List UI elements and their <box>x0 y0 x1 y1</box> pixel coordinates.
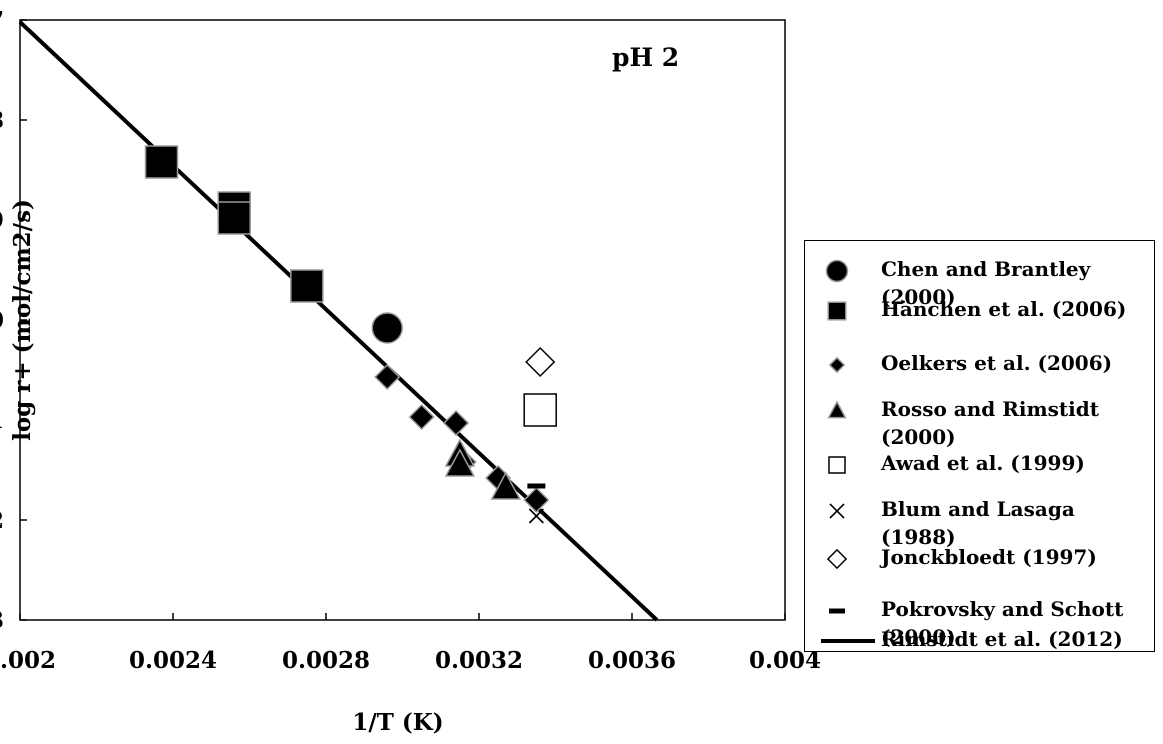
data-point-oelkers-et-al-2006 <box>523 486 550 514</box>
y-axis-title: log r+ (mol/cm2/s) <box>9 199 36 441</box>
legend-marker-jonckbloedt-1997 <box>826 548 848 570</box>
y-tick-label: -9 <box>0 207 4 234</box>
y-tick-label: -10 <box>0 307 4 334</box>
legend-symbol <box>826 548 848 570</box>
legend-label: Rimstidt et al. (2012) <box>881 627 1123 651</box>
data-point-rosso-and-rimstidt-2000 <box>444 448 476 477</box>
legend-symbol <box>825 259 849 283</box>
y-tick-label: -8 <box>0 107 4 134</box>
data-point-hanchen-et-al-2006 <box>144 145 179 179</box>
x-tick-label: 0.002 <box>0 647 56 674</box>
y-tick-label: -7 <box>0 7 4 34</box>
data-point-oelkers-et-al-2006 <box>408 403 435 431</box>
data-point-hanchen-et-al-2006 <box>217 201 251 235</box>
legend-label: Hänchen et al. (2006) <box>881 297 1127 321</box>
legend-label: Blum and Lasaga (1988) <box>881 497 1075 549</box>
data-point-jonckbloedt-1997 <box>525 346 556 378</box>
chart-annotation: pH 2 <box>612 43 679 72</box>
legend-marker-rosso-and-rimstidt-2000 <box>827 400 847 419</box>
y-tick-label: -13 <box>0 607 4 634</box>
data-point-oelkers-et-al-2006 <box>374 363 401 391</box>
legend-marker-rimstidt-et-al-2012 <box>821 639 875 643</box>
x-marker-stroke <box>829 503 845 519</box>
legend-symbol <box>827 301 847 321</box>
plot-area-border <box>19 19 786 621</box>
y-tick-label: -12 <box>0 507 4 534</box>
legend-label: Jonckbloedt (1997) <box>881 545 1097 569</box>
legend: Chen and Brantley (2000) Hänchen et al. (… <box>804 240 1155 652</box>
x-tick-label: 0.0028 <box>282 647 370 674</box>
x-marker-stroke <box>528 508 544 524</box>
legend-marker-chen-and-brantley-2000 <box>825 259 849 283</box>
data-point-pokrovsky-and-schott-2000 <box>527 483 546 489</box>
legend-label: Pokrovsky and Schott (2000) <box>881 597 1124 649</box>
x-tick-label: 0.0024 <box>129 647 217 674</box>
y-tick-label: -11 <box>0 407 4 434</box>
legend-label: Awad et al. (1999) <box>881 451 1085 475</box>
legend-symbol <box>828 356 846 374</box>
series-line-rimstidt-et-al-2012 <box>18 20 659 622</box>
legend-label: Chen and Brantley (2000) <box>881 257 1091 309</box>
legend-symbol <box>829 503 845 519</box>
x-tick-label: 0.0036 <box>588 647 676 674</box>
legend-marker-pokrovsky-and-schott-2000 <box>829 608 845 614</box>
legend-symbol <box>827 400 847 419</box>
legend-marker-oelkers-et-al-2006 <box>828 356 846 374</box>
legend-symbol <box>828 456 846 474</box>
data-point-rosso-and-rimstidt-2000 <box>490 471 522 500</box>
legend-symbol <box>829 608 845 614</box>
legend-label: Oelkers et al. (2006) <box>881 351 1113 375</box>
data-point-awad-et-al-1999 <box>523 393 557 427</box>
legend-marker-blum-and-lasaga-1988 <box>829 503 845 519</box>
data-point-oelkers-et-al-2006 <box>442 409 470 437</box>
legend-marker-hanchen-et-al-2006 <box>827 301 847 321</box>
data-point-chen-and-brantley-2000 <box>371 312 403 344</box>
legend-label: Rosso and Rimstidt (2000) <box>881 397 1099 449</box>
x-axis-title: 1/T (K) <box>352 709 443 736</box>
data-point-blum-and-lasaga-1988 <box>528 508 544 524</box>
x-tick-label: 0.0032 <box>435 647 523 674</box>
data-point-hanchen-et-al-2006 <box>290 269 324 303</box>
legend-marker-awad-et-al-1999 <box>828 456 846 474</box>
